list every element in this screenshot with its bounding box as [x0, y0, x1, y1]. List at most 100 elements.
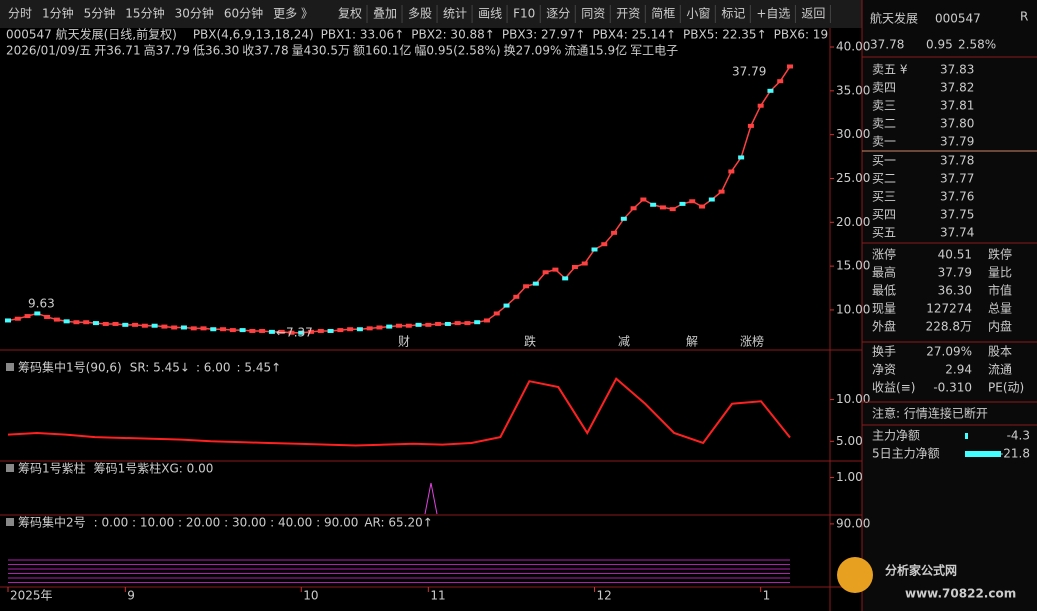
tool-button[interactable]: F10 [513, 7, 535, 21]
tool-button[interactable]: 复权 [338, 7, 362, 21]
candle [640, 197, 647, 202]
indicator-value: : 6.00 [196, 361, 231, 375]
header-item: 开36.71 [94, 44, 140, 58]
tab[interactable]: 更多 》 [273, 7, 313, 21]
y-tick-label: 35.00 [836, 83, 870, 97]
label: 股本 [988, 345, 1012, 359]
candle [63, 319, 70, 324]
header-item: PBX(4,6,9,13,18,24) [193, 28, 314, 42]
tool-button[interactable]: 画线 [478, 7, 502, 21]
candle [171, 325, 178, 330]
candle [180, 325, 187, 330]
candle [435, 321, 442, 326]
tab[interactable]: 60分钟 [224, 6, 263, 21]
candle [571, 264, 578, 269]
label: 37.76 [940, 190, 974, 204]
y-tick-label: 20.00 [836, 215, 870, 229]
tab[interactable]: 1分钟 [42, 6, 74, 21]
label: 注意: 行情连接已断开 [872, 406, 988, 421]
tab[interactable]: 5分钟 [84, 6, 116, 21]
logo-url: www.70822.com [905, 587, 1016, 601]
candle [757, 103, 764, 108]
label: 37.83 [940, 63, 974, 77]
label: ←7.37 [276, 326, 313, 340]
label: 2.58% [958, 38, 996, 52]
candle [376, 325, 383, 330]
label: 37.82 [940, 81, 974, 95]
candle [239, 328, 246, 333]
tool-button[interactable]: 简框 [651, 7, 675, 21]
tool-button[interactable]: 小窗 [686, 7, 710, 21]
header-item: PBX1: 33.06↑ [321, 28, 405, 42]
header-item: PBX5: 22.35↑ [683, 28, 767, 42]
label: 收益(≡) [872, 381, 915, 395]
x-tick-label: 10 [303, 589, 318, 603]
candle [767, 88, 774, 93]
candle [513, 294, 520, 299]
candle [630, 206, 637, 211]
indicator-value: SR: 5.45↓ [130, 361, 190, 375]
candle [415, 322, 422, 327]
label: 跌停 [988, 247, 1012, 262]
label: 40.51 [938, 248, 972, 262]
tab[interactable]: 15分钟 [125, 6, 164, 21]
x-tick-label: 1 [763, 589, 771, 603]
candle [356, 327, 363, 332]
label: 37.81 [940, 99, 974, 113]
tool-button[interactable]: +自选 [756, 7, 790, 21]
logo-icon [837, 557, 873, 593]
label: 37.79 [732, 65, 766, 79]
flow-bar [965, 433, 968, 439]
y-tick-label: 15.00 [836, 259, 870, 273]
tab[interactable]: 分时 [8, 7, 32, 21]
candle [601, 242, 608, 247]
candle [542, 270, 549, 275]
header-item: 低36.30 [193, 44, 239, 58]
label: 37.80 [940, 117, 974, 131]
label: 000547 [935, 12, 981, 26]
label: 买五 [872, 226, 896, 240]
flow-bar [965, 451, 1001, 457]
candle [102, 321, 109, 326]
tool-button[interactable]: 开资 [616, 7, 640, 21]
label: 流通 [988, 363, 1012, 377]
candle [132, 322, 139, 327]
candle [229, 328, 236, 333]
tool-button[interactable]: 逐分 [546, 7, 570, 21]
header-item: PBX2: 30.88↑ [411, 28, 495, 42]
event-marker: 解 [686, 335, 698, 349]
tool-button[interactable]: 同资 [581, 7, 605, 21]
label: R [1020, 10, 1028, 24]
label: -4.3 [1007, 429, 1030, 443]
label: 5日主力净额 [872, 447, 940, 461]
header-item: 高37.79 [144, 43, 190, 58]
tool-button[interactable]: 返回 [801, 7, 825, 21]
y-tick-label: 10.00 [836, 392, 870, 406]
candle [5, 318, 11, 323]
tab[interactable]: 30分钟 [175, 6, 214, 21]
label: 27.09% [926, 345, 972, 359]
candle [366, 326, 373, 331]
header-item: 幅0.95(2.58%) [414, 43, 500, 58]
tool-button[interactable]: 标记 [721, 7, 745, 21]
candle [620, 216, 627, 221]
x-tick-label: 2025年 [10, 589, 53, 603]
header-item: PBX6: 19 [774, 28, 828, 42]
label: 买一 [872, 154, 896, 168]
candle [53, 317, 60, 322]
header-item: 000547 航天发展(日线,前复权) [6, 27, 177, 42]
event-marker: 减 [618, 335, 630, 349]
label: 卖一 [872, 135, 896, 149]
tool-button[interactable]: 统计 [443, 7, 467, 21]
tool-button[interactable]: 叠加 [373, 7, 397, 21]
label: 涨停 [872, 247, 896, 262]
label: 最低 [872, 284, 896, 298]
label: 现量 [872, 302, 896, 316]
label: 换手 [872, 345, 896, 359]
candle [278, 329, 285, 334]
y-tick-label: 25.00 [836, 171, 870, 185]
y-tick-label: 5.00 [836, 434, 863, 448]
label: 127274 [926, 302, 972, 316]
tool-button[interactable]: 多股 [408, 7, 432, 21]
